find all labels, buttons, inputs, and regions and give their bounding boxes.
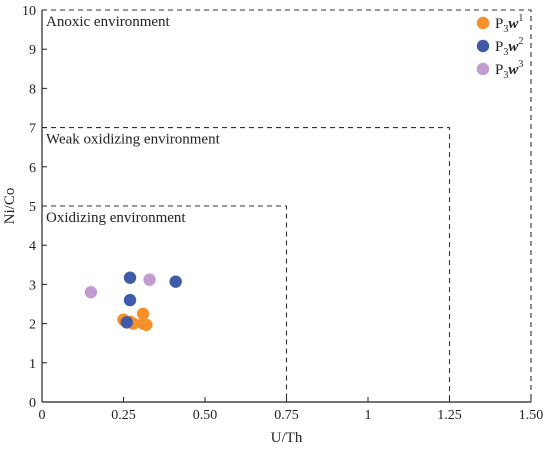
data-point-series-2 <box>120 316 133 329</box>
x-tick-label: 1.25 <box>437 408 462 423</box>
region-label-1: Anoxic environment <box>46 14 171 30</box>
data-point-series-2 <box>123 271 137 284</box>
y-tick-label: 8 <box>29 82 36 97</box>
x-tick-label: 0.75 <box>274 408 299 423</box>
legend-label: P3w1 <box>495 13 523 35</box>
y-tick-label: 2 <box>29 318 36 333</box>
x-tick-label: 0 <box>39 408 46 423</box>
region-label-2: Weak oxidizing environment <box>46 132 221 148</box>
data-point-series-2 <box>123 293 137 307</box>
legend-marker <box>476 16 490 30</box>
region-label-3: Oxidizing environment <box>46 210 186 226</box>
region-boundary-1 <box>42 9 532 402</box>
data-point-series-3 <box>143 273 156 286</box>
legend-item-1: P3w1 <box>476 13 523 35</box>
y-tick-label: 10 <box>22 4 36 19</box>
legend-marker <box>476 39 490 53</box>
legend-label: P3w3 <box>495 59 523 81</box>
data-point-series-3 <box>84 286 98 299</box>
data-point-series-1 <box>136 307 150 320</box>
region-boundary-2 <box>42 127 451 402</box>
y-tick-label: 9 <box>29 43 36 58</box>
x-tick-label: 0.25 <box>111 408 136 423</box>
region-boundary-3 <box>42 205 288 402</box>
region-labels: Anoxic environment Weak oxidizing environ… <box>46 14 221 226</box>
y-tick-label: 3 <box>29 278 36 293</box>
x-axis-label: U/Th <box>271 430 303 446</box>
region-boundaries <box>42 9 532 402</box>
y-tick-label: 5 <box>29 200 36 215</box>
legend-label: P3w2 <box>495 36 523 58</box>
x-tick-label: 1.50 <box>519 408 544 423</box>
y-tick-label: 4 <box>29 239 36 254</box>
data-point-series-1 <box>140 318 153 331</box>
y-tick-label: 0 <box>29 396 36 411</box>
x-ticks: 0 0.25 0.50 0.75 1 1.25 1.50 <box>39 397 544 423</box>
data-points <box>84 271 182 331</box>
x-tick-label: 0.50 <box>193 408 218 423</box>
data-point-series-2 <box>169 275 182 288</box>
x-tick-label: 1 <box>365 408 372 423</box>
y-tick-label: 7 <box>29 122 36 137</box>
y-tick-label: 6 <box>29 161 36 176</box>
legend-item-2: P3w2 <box>476 36 523 58</box>
y-ticks: 0 1 2 3 4 5 6 7 8 9 10 <box>22 4 47 411</box>
y-tick-label: 1 <box>29 357 36 372</box>
y-axis-label: Ni/Co <box>2 188 18 225</box>
legend-item-3: P3w3 <box>476 59 523 81</box>
legend-marker <box>476 62 490 76</box>
